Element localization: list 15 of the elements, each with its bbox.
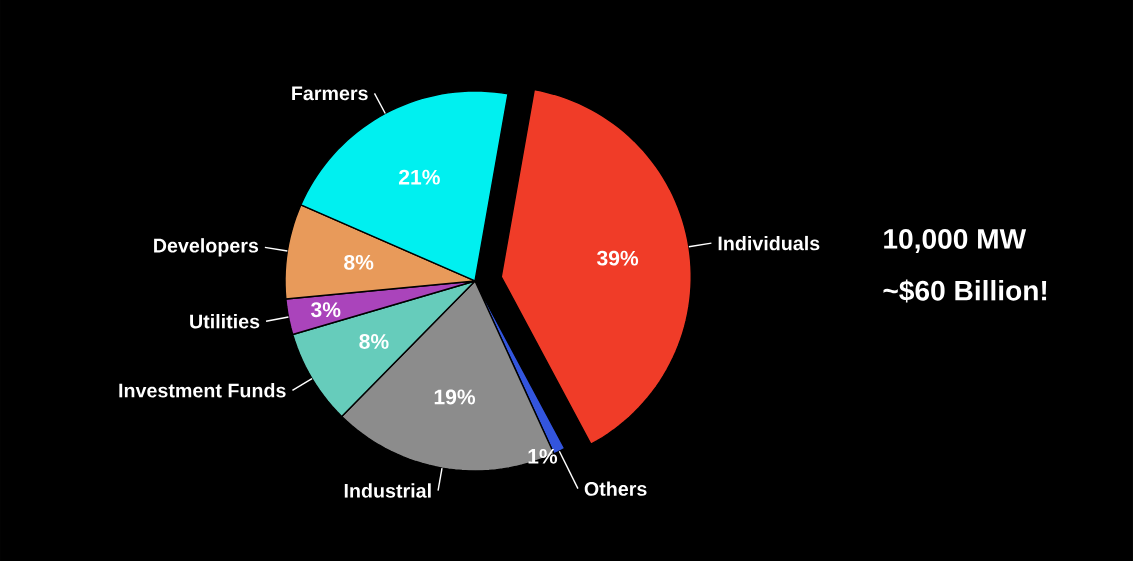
slice-label: Utilities [190, 314, 260, 329]
slice-label: Others [584, 481, 647, 496]
data-label: 3% [311, 302, 341, 318]
data-label: 39% [596, 250, 639, 266]
text: 10,000 MW [884, 229, 1027, 253]
data-label: 8% [344, 254, 374, 270]
slice-label: Individuals [718, 235, 820, 251]
data-label: 19% [434, 389, 476, 405]
data-label: 8% [359, 334, 389, 349]
text: ~$60 Billion! [883, 279, 1047, 303]
data-label: 21% [398, 169, 440, 185]
slice-label: Farmers [292, 86, 368, 101]
slice-label: Developers [154, 238, 259, 257]
slice-label: Investment Funds [119, 383, 286, 398]
slice-label: Industrial [344, 483, 431, 498]
